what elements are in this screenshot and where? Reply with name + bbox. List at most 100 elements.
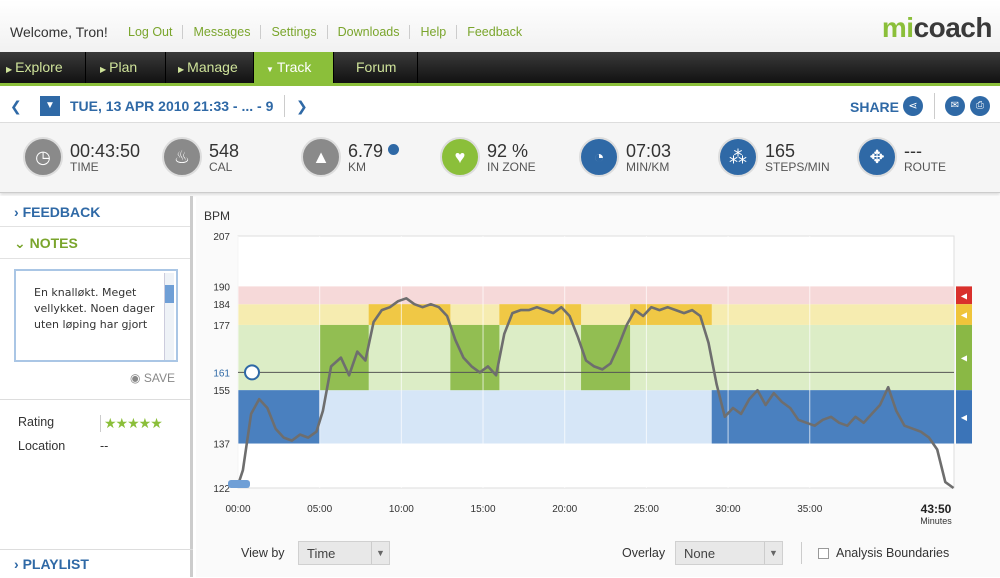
stat-zone-label: IN ZONE [487,159,536,174]
zone-tab-1[interactable] [956,304,972,325]
y-tick-6: 190 [213,282,230,293]
micoach-logo[interactable]: micoach [881,12,993,43]
zone-band-2 [238,304,954,325]
chevron-down-icon: ▼ [371,542,389,564]
feedback-section[interactable]: › FEEDBACK [0,196,190,227]
help-link[interactable]: Help [409,25,456,39]
x-tick-3: 15:00 [471,504,496,515]
heart-rate-line [236,297,955,490]
share-icon[interactable]: ⋖ [903,96,923,116]
x-tick-6: 30:00 [716,504,741,515]
chevron-down-icon: ▼ [764,542,782,564]
analysis-boundaries-checkbox[interactable] [818,548,829,559]
settings-link[interactable]: Settings [260,25,326,39]
stat-time-value: 00:43:50 [70,140,141,161]
next-arrow-icon[interactable]: ❯ [296,98,308,114]
x-tick-4: 20:00 [552,504,577,515]
email-icon[interactable]: ✉ [945,96,965,116]
messages-link[interactable]: Messages [182,25,260,39]
stat-time: ◷ 00:43:50 TIME [23,137,140,177]
notes-scrollbar[interactable] [164,273,174,360]
heart-icon: ♥ [440,137,480,177]
print-icon[interactable]: ⎙ [970,96,990,116]
chart-svg: BPM 122 137 155 161 177 184 190 207 00:00 05:00 10:… [204,209,972,526]
location-label: Location [18,439,66,453]
overlay-label: Overlay [622,546,666,560]
stat-steps: ⁂ 165 STEPS/MIN [718,137,830,177]
chevron-right-icon: › [14,556,19,572]
notes-textarea[interactable]: En knalløkt. Meget vellykket. Noen dager… [14,269,178,362]
left-sidebar: › FEEDBACK ⌄ NOTES En knalløkt. Meget ve… [0,196,193,577]
main-nav: ▶ Explore ▶ Plan ▶ Manage ▼ Track Forum [0,52,1000,86]
stat-cal-label: CAL [209,159,233,174]
speedometer-icon: ◔ [579,137,619,177]
stat-pace-value: 07:03 [626,140,672,161]
y-tick-5: 184 [213,300,230,311]
y-tick-1: 137 [213,440,230,451]
zone-band-3 [238,286,954,305]
top-links: Log Out Messages Settings Downloads Help… [128,25,532,39]
rating-label: Rating [18,415,55,429]
stat-km-value: 6.79 [348,141,400,161]
stat-pace-label: MIN/KM [626,159,670,174]
share-label[interactable]: SHARE [850,99,900,115]
downloads-link[interactable]: Downloads [326,25,410,39]
calendar-dropdown-icon[interactable]: ▼ [40,96,60,116]
zone-tab-arrow-icon-2: ◀ [961,354,968,363]
save-button[interactable]: ◉ SAVE [130,371,175,385]
nav-forum[interactable]: Forum [334,52,418,83]
top-bar: Welcome, Tron! Log Out Messages Settings… [0,0,1000,52]
view-by-select[interactable]: Time ▼ [298,541,390,565]
compass-icon: ✥ [857,137,897,177]
flame-icon: ♨ [162,137,202,177]
scrollbar-thumb[interactable] [165,285,174,303]
nav-track[interactable]: ▼ Track [254,52,334,83]
range-slider-handle[interactable] [228,480,250,488]
logout-link[interactable]: Log Out [128,25,173,39]
stat-route-label: ROUTE [904,159,946,174]
heart-rate-chart: BPM 122 137 155 161 177 184 190 207 00:00 05:00 10:… [196,196,1000,577]
edit-icon[interactable] [388,143,400,155]
y-tick-2: 155 [213,386,230,397]
notes-section[interactable]: ⌄ NOTES [0,227,190,259]
footsteps-icon: ⁂ [718,137,758,177]
stat-zone: ♥ 92 % IN ZONE [440,137,536,177]
stat-time-label: TIME [70,159,99,174]
feedback-link[interactable]: Feedback [456,25,532,39]
chevron-down-icon: ⌄ [14,235,26,251]
zone-tab-arrow-icon-0: ◀ [961,291,968,300]
playlist-section[interactable]: › PLAYLIST [0,549,193,578]
x-axis-title: Minutes [920,516,952,526]
x-tick-2: 10:00 [389,504,414,515]
workout-date: TUE, 13 APR 2010 21:33 - ... - 9 [70,98,274,114]
zone-tab-2[interactable] [956,324,972,391]
save-icon: ◉ [130,371,141,385]
triangle-right-icon: ▶ [100,65,107,74]
stopwatch-icon: ◷ [23,137,63,177]
zone-segment-3 [450,324,500,391]
nav-explore[interactable]: ▶ Explore [0,52,86,83]
x-tick-5: 25:00 [634,504,659,515]
y-axis-title: BPM [204,209,230,223]
zone-tab-arrow-icon-1: ◀ [961,311,968,320]
zone-tab-3[interactable] [956,390,972,444]
view-by-label: View by [241,546,285,560]
road-icon: ▲ [301,137,341,177]
y-tick-7: 207 [213,232,230,243]
nav-plan[interactable]: ▶ Plan [86,52,166,83]
stat-steps-label: STEPS/MIN [765,159,830,174]
y-tick-0: 122 [213,484,230,495]
reference-handle-icon[interactable] [244,364,260,381]
zone-tab-0[interactable] [956,286,972,305]
overlay-select[interactable]: None ▼ [675,541,783,565]
location-value: -- [100,439,109,453]
nav-manage[interactable]: ▶ Manage [166,52,254,83]
triangle-down-icon: ▼ [266,65,274,74]
stat-steps-value: 165 [765,140,796,161]
stat-distance: ▲ 6.79 KM [301,137,400,177]
x-end-label: 43:50 [921,502,952,516]
prev-arrow-icon[interactable]: ❮ [10,98,22,114]
stat-calories: ♨ 548 CAL [162,137,239,177]
analysis-boundaries-label: Analysis Boundaries [836,546,950,560]
rating-stars[interactable]: ★★★★★ [100,415,163,432]
